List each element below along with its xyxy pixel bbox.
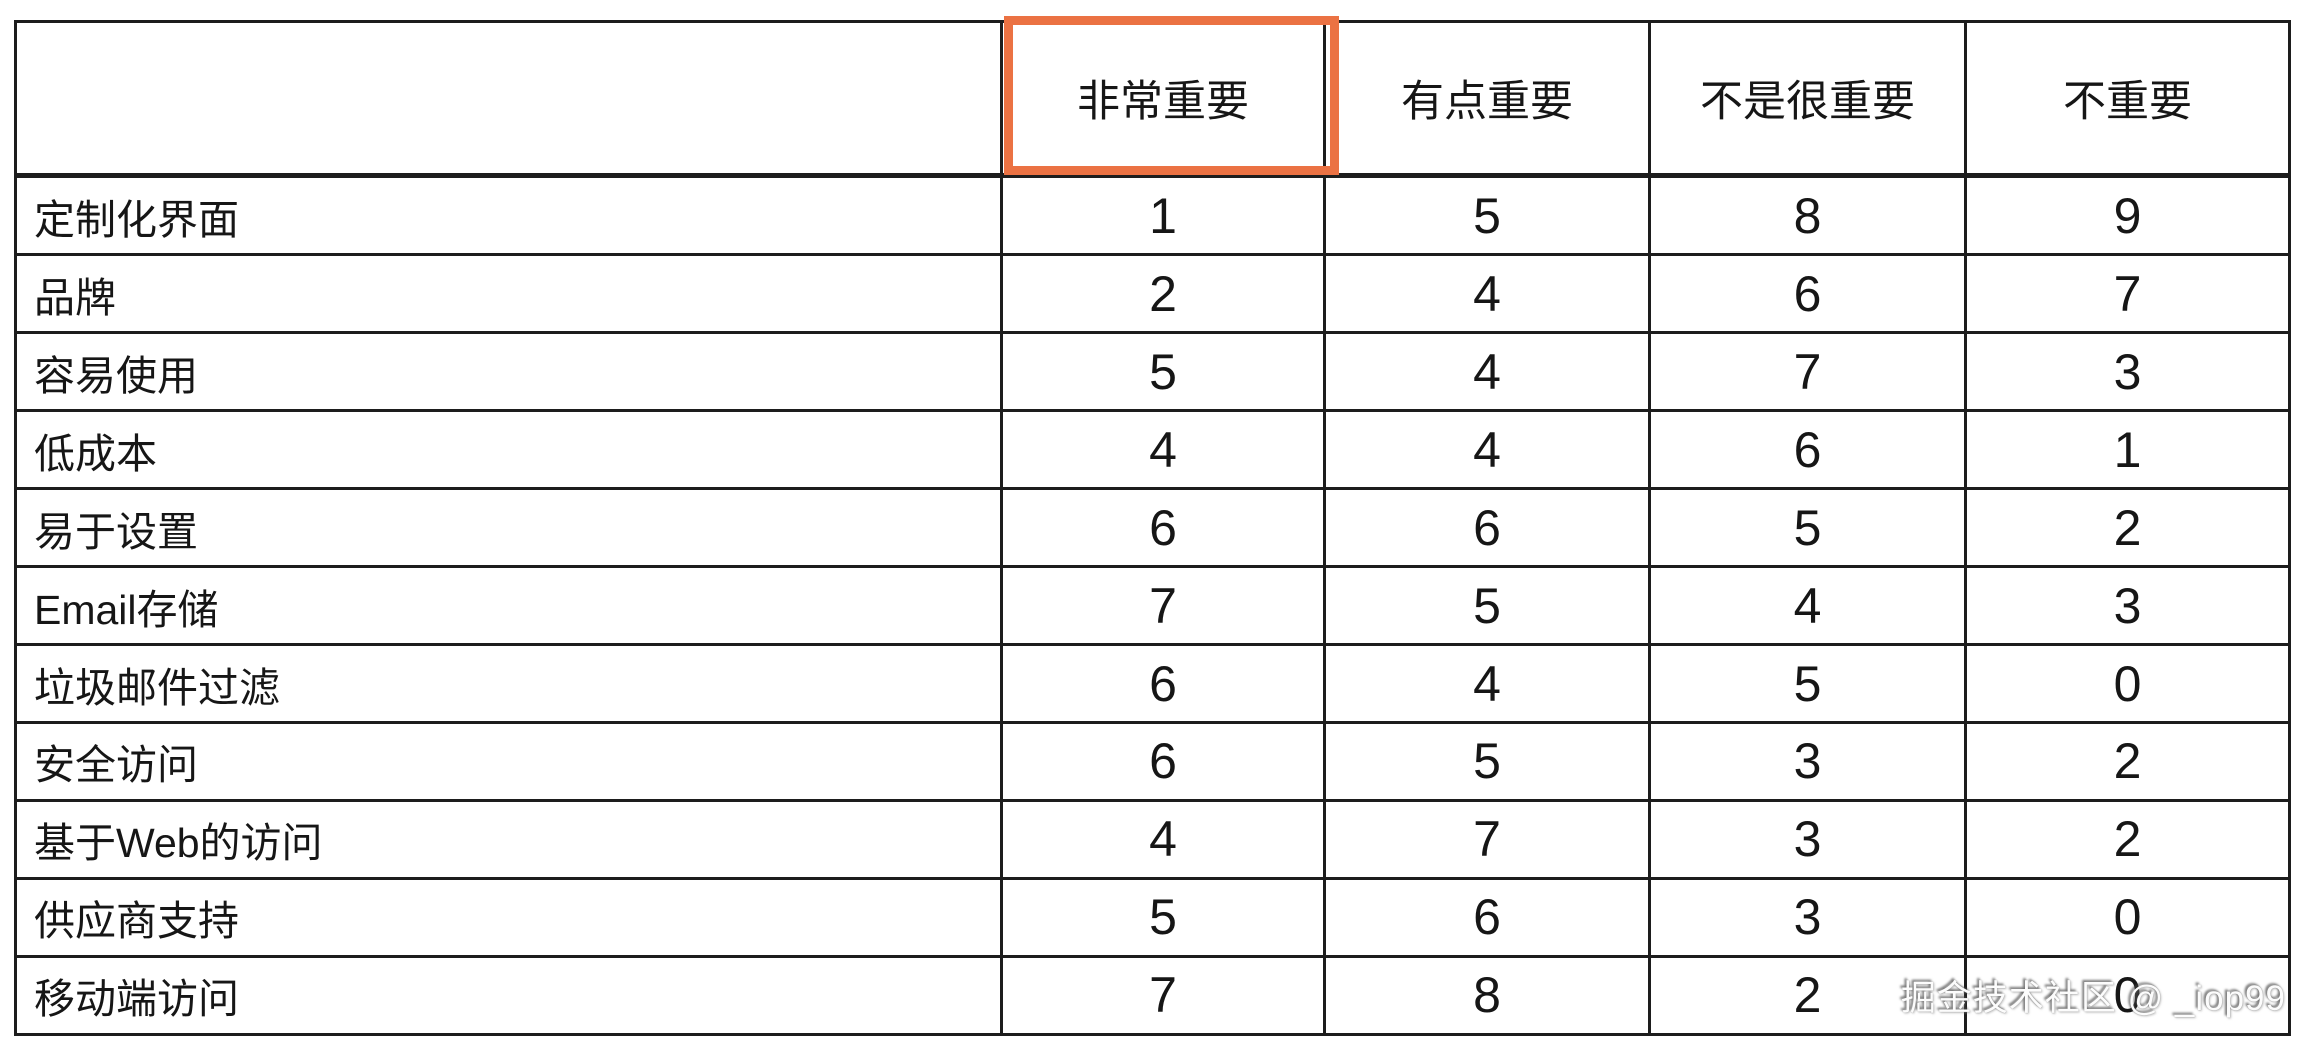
value-cell: 7 [1648, 331, 1967, 413]
table-row: 安全访问 6 5 3 2 [14, 720, 2291, 802]
row-label: 品牌 [14, 253, 1003, 335]
value-cell: 5 [1323, 173, 1651, 257]
value-cell: 4 [1000, 798, 1326, 880]
table-row: 供应商支持 5 6 3 0 [14, 876, 2291, 958]
row-label: 供应商支持 [14, 876, 1003, 958]
value-cell: 4 [1323, 331, 1651, 413]
value-cell: 1 [1964, 409, 2291, 491]
value-cell: 0 [1964, 643, 2291, 724]
row-label: 安全访问 [14, 720, 1003, 802]
value-cell: 7 [1000, 565, 1326, 647]
row-label: 移动端访问 [14, 954, 1003, 1037]
value-cell: 3 [1648, 876, 1967, 958]
value-cell: 3 [1648, 720, 1967, 802]
value-cell: 2 [1648, 954, 1967, 1037]
value-cell: 6 [1323, 876, 1651, 958]
value-cell: 5 [1648, 487, 1967, 569]
table-row: 低成本 4 4 6 1 [14, 409, 2291, 491]
value-cell: 5 [1323, 565, 1651, 647]
col-header-very-important: 非常重要 [1000, 20, 1326, 178]
value-cell: 4 [1323, 409, 1651, 491]
table-row: 定制化界面 1 5 8 9 [14, 173, 2291, 257]
value-cell: 0 [1964, 954, 2291, 1037]
value-cell: 6 [1000, 487, 1326, 569]
col-header-not-important: 不重要 [1964, 20, 2291, 178]
table-row: 基于Web的访问 4 7 3 2 [14, 798, 2291, 880]
value-cell: 7 [1964, 253, 2291, 335]
corner-cell [14, 20, 1003, 178]
row-label: 低成本 [14, 409, 1003, 491]
table-row: 易于设置 6 6 5 2 [14, 487, 2291, 569]
row-label: 定制化界面 [14, 173, 1003, 257]
value-cell: 4 [1000, 409, 1326, 491]
value-cell: 5 [1648, 643, 1967, 724]
table-row: 品牌 2 4 6 7 [14, 253, 2291, 335]
value-cell: 8 [1648, 173, 1967, 257]
value-cell: 5 [1000, 331, 1326, 413]
value-cell: 4 [1323, 253, 1651, 335]
row-label: 容易使用 [14, 331, 1003, 413]
value-cell: 6 [1648, 409, 1967, 491]
table-row: 移动端访问 7 8 2 0 [14, 954, 2291, 1037]
value-cell: 9 [1964, 173, 2291, 257]
watermark: 掘金技术社区 @ _iop99 [1900, 979, 2286, 1018]
value-cell: 8 [1323, 954, 1651, 1037]
value-cell: 3 [1964, 331, 2291, 413]
value-cell: 2 [1964, 798, 2291, 880]
header-row: 非常重要 有点重要 不是很重要 不重要 [14, 20, 2291, 178]
value-cell: 0 [1964, 876, 2291, 958]
value-cell: 6 [1648, 253, 1967, 335]
row-label: 垃圾邮件过滤 [14, 643, 1003, 724]
value-cell: 5 [1323, 720, 1651, 802]
row-label: Email存储 [14, 565, 1003, 647]
value-cell: 1 [1000, 173, 1326, 257]
table-row: Email存储 7 5 4 3 [14, 565, 2291, 647]
importance-survey-table: 非常重要 有点重要 不是很重要 不重要 定制化界面 1 5 8 9 品牌 2 4 6 7 容易使用 5… [14, 20, 2291, 1037]
value-cell: 2 [1964, 720, 2291, 802]
value-cell: 6 [1323, 487, 1651, 569]
value-cell: 6 [1000, 720, 1326, 802]
value-cell: 3 [1964, 565, 2291, 647]
value-cell: 7 [1323, 798, 1651, 880]
value-cell: 7 [1000, 954, 1326, 1037]
row-label: 基于Web的访问 [14, 798, 1003, 880]
table-row: 容易使用 5 4 7 3 [14, 331, 2291, 413]
row-label: 易于设置 [14, 487, 1003, 569]
col-header-not-very-important: 不是很重要 [1648, 20, 1967, 178]
value-cell: 2 [1000, 253, 1326, 335]
value-cell: 2 [1964, 487, 2291, 569]
value-cell: 4 [1323, 643, 1651, 724]
col-header-somewhat-important: 有点重要 [1323, 20, 1651, 178]
value-cell: 5 [1000, 876, 1326, 958]
value-cell: 6 [1000, 643, 1326, 724]
value-cell: 3 [1648, 798, 1967, 880]
table-row: 垃圾邮件过滤 6 4 5 0 [14, 643, 2291, 724]
value-cell: 4 [1648, 565, 1967, 647]
